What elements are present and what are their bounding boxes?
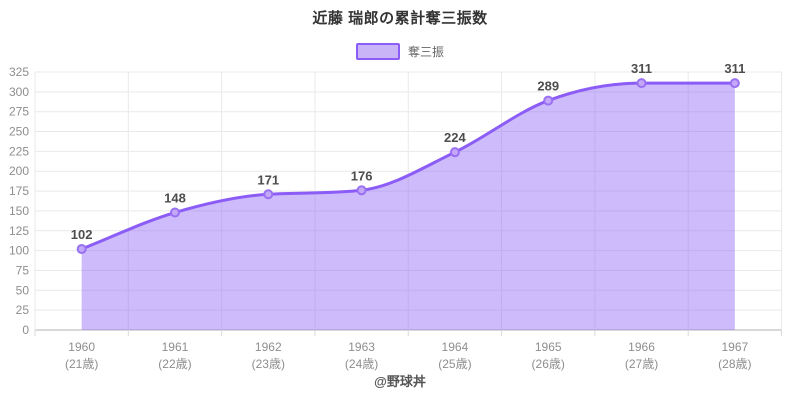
value-label: 148 — [164, 191, 186, 206]
x-tick-year: 1960 — [68, 340, 95, 354]
value-label: 171 — [257, 172, 279, 187]
x-tick-year: 1965 — [535, 340, 562, 354]
legend: 奪三振 — [0, 43, 800, 60]
chart-title: 近藤 瑞郎の累計奪三振数 — [312, 10, 488, 27]
x-tick-age: (21歳) — [65, 357, 98, 371]
value-label: 311 — [631, 61, 652, 76]
y-tick-label: 175 — [9, 184, 29, 198]
y-tick-label: 0 — [22, 323, 29, 337]
x-tick-year: 1966 — [628, 340, 655, 354]
value-label: 102 — [71, 227, 93, 242]
value-label: 311 — [724, 61, 745, 76]
area-fill — [81, 83, 735, 330]
value-label: 289 — [537, 79, 559, 94]
y-tick-label: 50 — [16, 283, 30, 297]
x-tick-year: 1962 — [255, 340, 282, 354]
y-tick-label: 225 — [9, 144, 29, 158]
data-point[interactable] — [729, 78, 740, 89]
y-tick-label: 125 — [9, 224, 29, 238]
x-tick-age: (27歳) — [625, 357, 658, 371]
value-label: 176 — [351, 168, 373, 183]
data-point[interactable] — [543, 95, 554, 106]
x-tick-age: (26歳) — [532, 357, 565, 371]
data-point[interactable] — [356, 185, 367, 196]
x-tick-age: (24歳) — [345, 357, 378, 371]
x-tick-year: 1964 — [442, 340, 469, 354]
y-tick-label: 100 — [9, 244, 29, 258]
y-tick-label: 300 — [9, 85, 29, 99]
data-point[interactable] — [449, 147, 460, 158]
data-point[interactable] — [263, 189, 274, 200]
x-tick-year: 1963 — [348, 340, 375, 354]
y-tick-label: 275 — [9, 105, 29, 119]
y-tick-label: 150 — [9, 204, 29, 218]
y-tick-label: 25 — [16, 303, 30, 317]
legend-swatch — [355, 43, 400, 60]
x-tick-age: (23歳) — [252, 357, 285, 371]
footer-credit: @野球丼 — [374, 374, 426, 389]
y-tick-label: 200 — [9, 164, 29, 178]
x-tick-age: (28歳) — [718, 357, 751, 371]
legend-label: 奪三振 — [407, 45, 444, 59]
y-tick-label: 250 — [9, 125, 29, 139]
y-tick-label: 75 — [16, 263, 30, 277]
data-point[interactable] — [636, 78, 647, 89]
y-tick-label: 325 — [9, 65, 29, 79]
data-point[interactable] — [76, 244, 87, 255]
legend-item-strikeouts[interactable]: 奪三振 — [355, 43, 444, 60]
x-tick-year: 1967 — [721, 340, 748, 354]
x-tick-age: (22歳) — [158, 357, 191, 371]
data-point[interactable] — [169, 207, 180, 218]
value-label: 224 — [444, 130, 466, 145]
x-tick-year: 1961 — [162, 340, 189, 354]
x-tick-age: (25歳) — [438, 357, 471, 371]
